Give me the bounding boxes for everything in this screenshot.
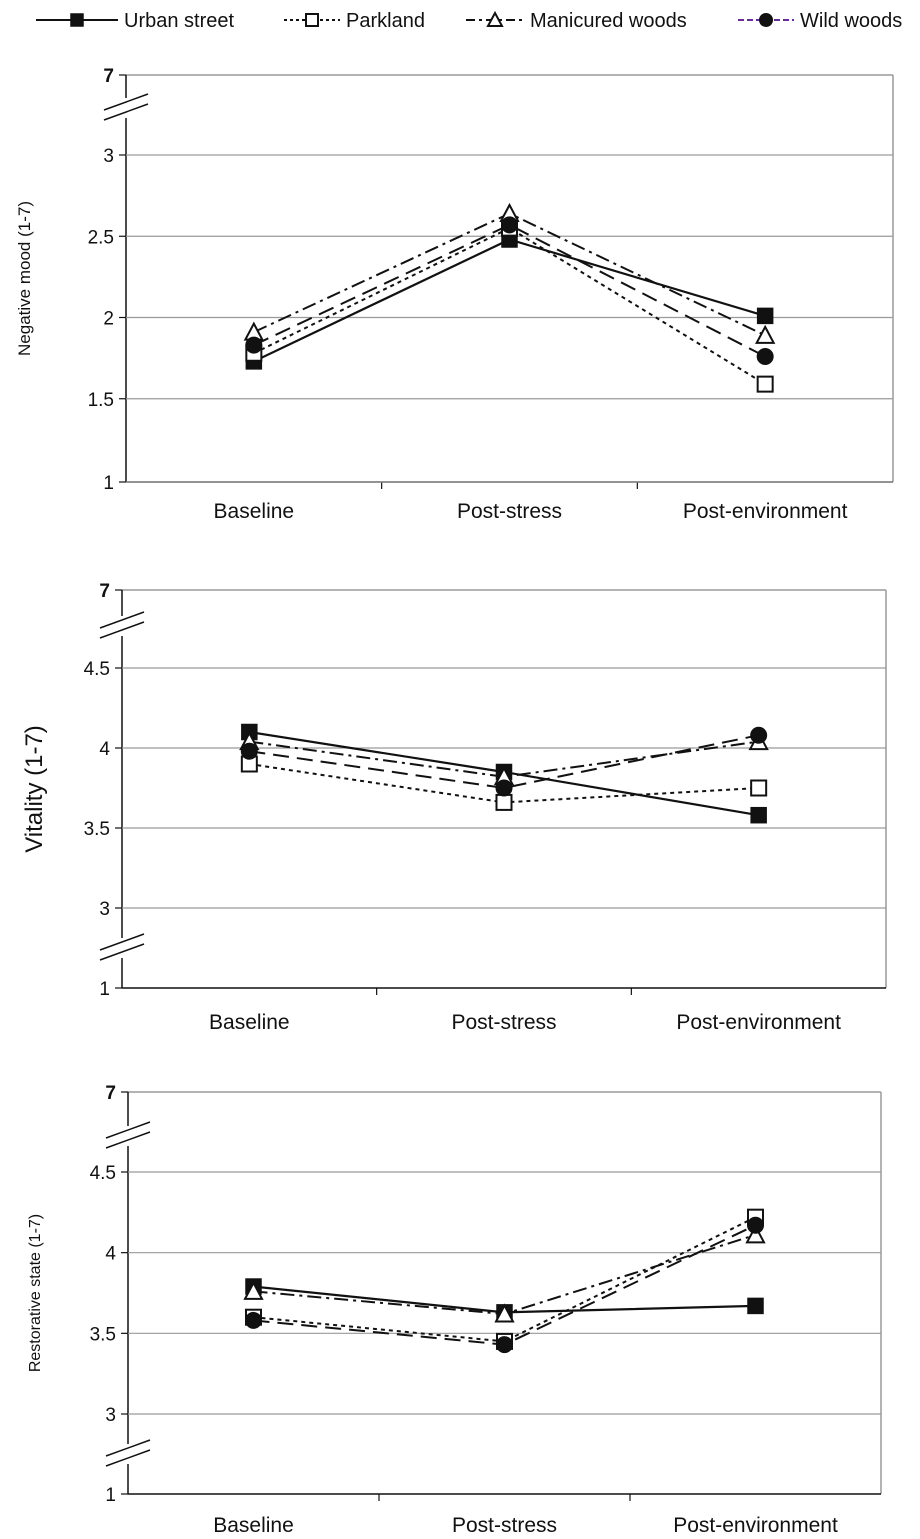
series-line-parkland [253, 1216, 756, 1343]
y-tick-label-3-5: 3.5 [90, 1324, 116, 1345]
point-wild-woods-post-environment [750, 726, 768, 744]
y-tick-label-1: 1 [105, 1485, 116, 1506]
point-wild-woods-baseline [240, 742, 258, 760]
point-wild-woods-post-stress [495, 779, 513, 797]
y-tick-label-7: 7 [103, 66, 114, 87]
legend-item-wild-woods: Wild woods [738, 10, 902, 32]
panel-negative-mood: 1 1.5 2 2.5 3 7 Negative mood (1-7) Baseline Pos… [15, 66, 894, 523]
x-tick-label-post-stress: Post-stress [457, 500, 562, 523]
y-tick-label-1: 1 [99, 979, 110, 1000]
series-line-wild-woods [249, 734, 759, 790]
y-tick-label-4-5: 4.5 [90, 1163, 116, 1184]
series-line-urban-street [253, 238, 766, 363]
point-parkland-post-environment [750, 779, 768, 797]
series-line-manicured-woods [253, 1233, 756, 1315]
y-tick-label-3: 3 [103, 146, 114, 167]
y-axis-title: Restorative state (1-7) [27, 1214, 44, 1372]
legend-label-wild-woods: Wild woods [800, 10, 902, 32]
x-tick-label-post-environment: Post-environment [676, 1011, 841, 1034]
point-manicured-woods-post-stress [494, 1303, 515, 1323]
point-wild-woods-baseline [245, 336, 263, 354]
y-tick-label-1-5: 1.5 [88, 390, 114, 411]
axis-break-mark [99, 933, 145, 951]
legend-marker-manicured-woods [486, 10, 504, 27]
axis-break-mark [99, 611, 145, 629]
x-tick-label-baseline: Baseline [214, 500, 295, 523]
y-tick-label-3: 3 [105, 1405, 116, 1426]
y-tick-label-4: 4 [105, 1244, 116, 1265]
y-axis-title: Vitality (1-7) [21, 725, 48, 853]
y-tick-label-3: 3 [99, 899, 110, 920]
panel-restorative-state: 1 3 3.5 4 4.5 7 Restorative state (1-7) Baselin… [27, 1083, 882, 1537]
point-manicured-woods-baseline [243, 1280, 264, 1300]
axis-break-mark [105, 1449, 151, 1467]
y-tick-label-7: 7 [99, 581, 110, 602]
y-tick-label-4-5: 4.5 [84, 659, 110, 680]
y-tick-label-3-5: 3.5 [84, 819, 110, 840]
axis-break-gap [124, 1126, 132, 1146]
point-wild-woods-post-stress [501, 216, 518, 234]
y-tick-label-7: 7 [105, 1083, 116, 1104]
x-tick-label-post-environment: Post-environment [683, 500, 848, 523]
panel-vitality: 1 3 3.5 4 4.5 7 Vitality (1-7) Baseline Post-str… [21, 581, 887, 1034]
point-parkland-post-environment [756, 375, 774, 393]
point-wild-woods-baseline [245, 1311, 262, 1329]
legend-item-manicured-woods: Manicured woods [466, 10, 687, 32]
legend-item-urban-street: Urban street [36, 10, 234, 32]
axis-break-mark [99, 943, 145, 961]
legend-label-manicured-woods: Manicured woods [530, 10, 687, 32]
series-line-manicured-woods [249, 740, 759, 778]
y-tick-label-1: 1 [103, 473, 114, 494]
legend-item-parkland: Parkland [284, 10, 425, 32]
axis-break-mark [99, 621, 145, 639]
point-wild-woods-post-environment [756, 348, 774, 365]
point-urban-street-post-environment [747, 1297, 764, 1315]
axis-break-gap [124, 1444, 132, 1464]
series-line-parkland [253, 226, 766, 385]
axis-break-gap [122, 98, 130, 118]
axis-break-mark [103, 103, 149, 121]
x-tick-label-baseline: Baseline [213, 1514, 294, 1537]
point-urban-street-post-environment [756, 307, 774, 325]
y-axis-title: Negative mood (1-7) [15, 201, 34, 356]
point-wild-woods-post-environment [747, 1216, 764, 1234]
point-parkland-post-stress [495, 793, 513, 811]
legend-marker-parkland [305, 13, 319, 27]
point-manicured-woods-post-environment [755, 324, 776, 344]
point-wild-woods-post-stress [496, 1336, 513, 1354]
point-manicured-woods-post-environment [745, 1224, 766, 1244]
x-tick-label-post-stress: Post-stress [451, 1011, 556, 1034]
point-urban-street-post-environment [750, 806, 767, 824]
x-tick-label-baseline: Baseline [209, 1011, 290, 1034]
legend-marker-wild-woods [759, 13, 773, 27]
legend-label-urban-street: Urban street [124, 10, 234, 32]
axis-break-mark [105, 1121, 151, 1139]
legend-label-parkland: Parkland [346, 10, 425, 32]
y-tick-label-2: 2 [103, 309, 114, 330]
series-line-wild-woods [253, 1224, 756, 1346]
y-tick-label-2-5: 2.5 [88, 227, 114, 248]
axis-break-mark [105, 1439, 151, 1457]
axis-break-gap [118, 616, 126, 636]
legend-marker-urban-street [70, 13, 84, 27]
axis-break-mark [103, 93, 149, 111]
axis-break-gap [118, 938, 126, 958]
y-tick-label-4: 4 [99, 739, 110, 760]
x-tick-label-post-environment: Post-environment [673, 1514, 838, 1537]
x-tick-label-post-stress: Post-stress [452, 1514, 557, 1537]
legend: Urban street Parkland Manicured woods Wild … [36, 10, 902, 32]
axis-break-mark [105, 1131, 151, 1149]
